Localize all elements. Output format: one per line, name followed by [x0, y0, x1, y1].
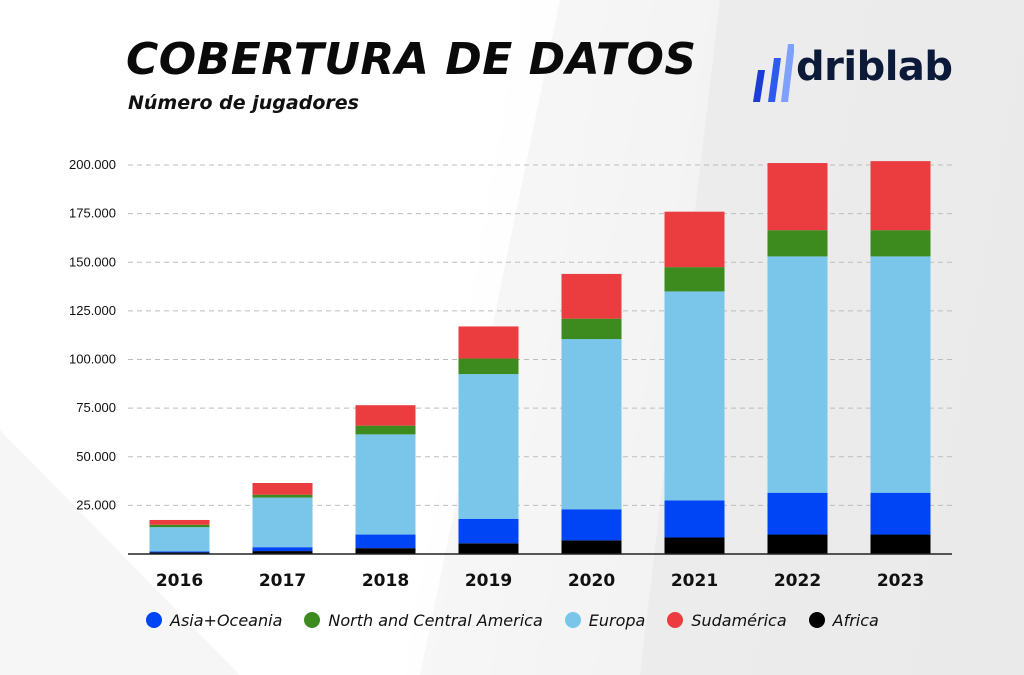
x-tick-label: 2016	[156, 571, 203, 591]
bar-segment-africa-2021	[664, 537, 725, 554]
x-tick-label: 2017	[259, 571, 306, 591]
bar-segment-africa-2023	[870, 534, 931, 554]
bar-segment-europa-2021	[664, 291, 725, 501]
bar-segment-north-and-central-america-2017	[252, 494, 313, 498]
bar-segment-sudam-rica-2016	[149, 519, 210, 525]
bar-segment-europa-2023	[870, 256, 931, 493]
legend-item: Europa	[564, 610, 646, 630]
legend-swatch	[564, 612, 581, 628]
bar-segment-europa-2020	[561, 339, 622, 510]
bar-segment-asia-oceania-2021	[664, 500, 725, 538]
legend-label: North and Central America	[328, 610, 543, 630]
bar-segment-sudam-rica-2020	[561, 273, 622, 319]
chart-legend: Asia+Oceania North and Central America Eur…	[146, 608, 901, 632]
legend-swatch	[808, 612, 825, 628]
bar-segment-africa-2022	[767, 534, 828, 554]
brand-logo[interactable]: driblab	[744, 40, 954, 110]
legend-item: Asia+Oceania	[146, 611, 282, 630]
bar-segment-asia-oceania-2017	[252, 547, 313, 552]
y-tick-label: 200.000	[69, 157, 116, 172]
bar-segment-asia-oceania-2020	[561, 509, 622, 541]
x-tick-label: 2018	[362, 571, 409, 591]
legend-swatch	[146, 612, 162, 628]
legend-item: Sudamérica	[667, 610, 787, 630]
y-tick-label: 150.000	[69, 254, 116, 269]
stacked-bar-chart: 25.000 50.000 75.000 100.000 125.000 150.000 1…	[69, 157, 952, 591]
legend-swatch	[667, 612, 684, 628]
x-tick-label: 2022	[774, 571, 821, 591]
legend-swatch	[304, 612, 321, 628]
legend-label: Africa	[832, 610, 879, 630]
x-tick-label: 2020	[568, 571, 615, 591]
bar-segment-europa-2017	[252, 497, 313, 548]
y-axis-tick-labels: 25.000 50.000 75.000 100.000 125.000 150.000 1…	[69, 157, 116, 512]
legend-label: Europa	[588, 610, 646, 630]
bar-segment-sudam-rica-2022	[767, 163, 828, 231]
x-tick-label: 2019	[465, 571, 512, 591]
bar-segment-asia-oceania-2018	[355, 534, 416, 549]
logo-mark-icon	[753, 44, 794, 102]
bar-segment-africa-2018	[355, 548, 416, 554]
bar-segment-sudam-rica-2019	[458, 326, 519, 359]
chart-subtitle: Número de jugadores	[128, 92, 359, 114]
chart-title: COBERTURA DE DATOS	[126, 34, 697, 85]
gridlines	[128, 164, 952, 506]
bar-segment-north-and-central-america-2016	[149, 524, 210, 528]
y-tick-label: 25.000	[76, 497, 116, 512]
x-tick-label: 2021	[671, 571, 718, 591]
bar-segment-north-and-central-america-2023	[870, 230, 931, 257]
bar-segment-asia-oceania-2022	[767, 492, 828, 535]
bar-segment-africa-2017	[252, 551, 313, 554]
bar-segment-asia-oceania-2016	[149, 551, 210, 553]
bar-segment-africa-2016	[149, 552, 210, 554]
logo-wordmark: driblab	[796, 44, 953, 90]
y-tick-label: 75.000	[76, 400, 116, 415]
legend-label: Sudamérica	[691, 610, 787, 630]
bar-segment-north-and-central-america-2022	[767, 230, 828, 257]
bar-segment-europa-2019	[458, 374, 519, 519]
bar-segment-north-and-central-america-2018	[355, 425, 416, 435]
legend-item: North and Central America	[304, 610, 543, 630]
y-tick-label: 50.000	[76, 449, 116, 464]
bar-segment-asia-oceania-2023	[870, 492, 931, 535]
bar-segment-europa-2018	[355, 434, 416, 535]
bar-segment-sudam-rica-2018	[355, 405, 416, 426]
bar-segment-asia-oceania-2019	[458, 518, 519, 544]
bar-segment-africa-2020	[561, 540, 622, 554]
bar-segment-europa-2016	[149, 527, 210, 552]
bar-segment-europa-2022	[767, 256, 828, 493]
bar-segment-north-and-central-america-2021	[664, 267, 725, 292]
y-tick-label: 100.000	[69, 352, 116, 367]
x-axis-tick-labels: 2016 2017 2018 2019 2020 2021 2022 2023	[156, 571, 924, 591]
bar-segment-africa-2019	[458, 543, 519, 554]
y-tick-label: 175.000	[69, 206, 116, 221]
bar-stacks	[149, 161, 931, 554]
legend-item: Africa	[808, 610, 879, 630]
bar-segment-sudam-rica-2017	[252, 483, 313, 495]
bar-segment-north-and-central-america-2020	[561, 318, 622, 340]
bar-segment-sudam-rica-2023	[870, 161, 931, 231]
y-tick-label: 125.000	[69, 303, 116, 318]
bar-segment-north-and-central-america-2019	[458, 358, 519, 375]
bar-segment-sudam-rica-2021	[664, 211, 725, 268]
x-tick-label: 2023	[877, 571, 924, 591]
legend-label: Asia+Oceania	[170, 610, 283, 630]
